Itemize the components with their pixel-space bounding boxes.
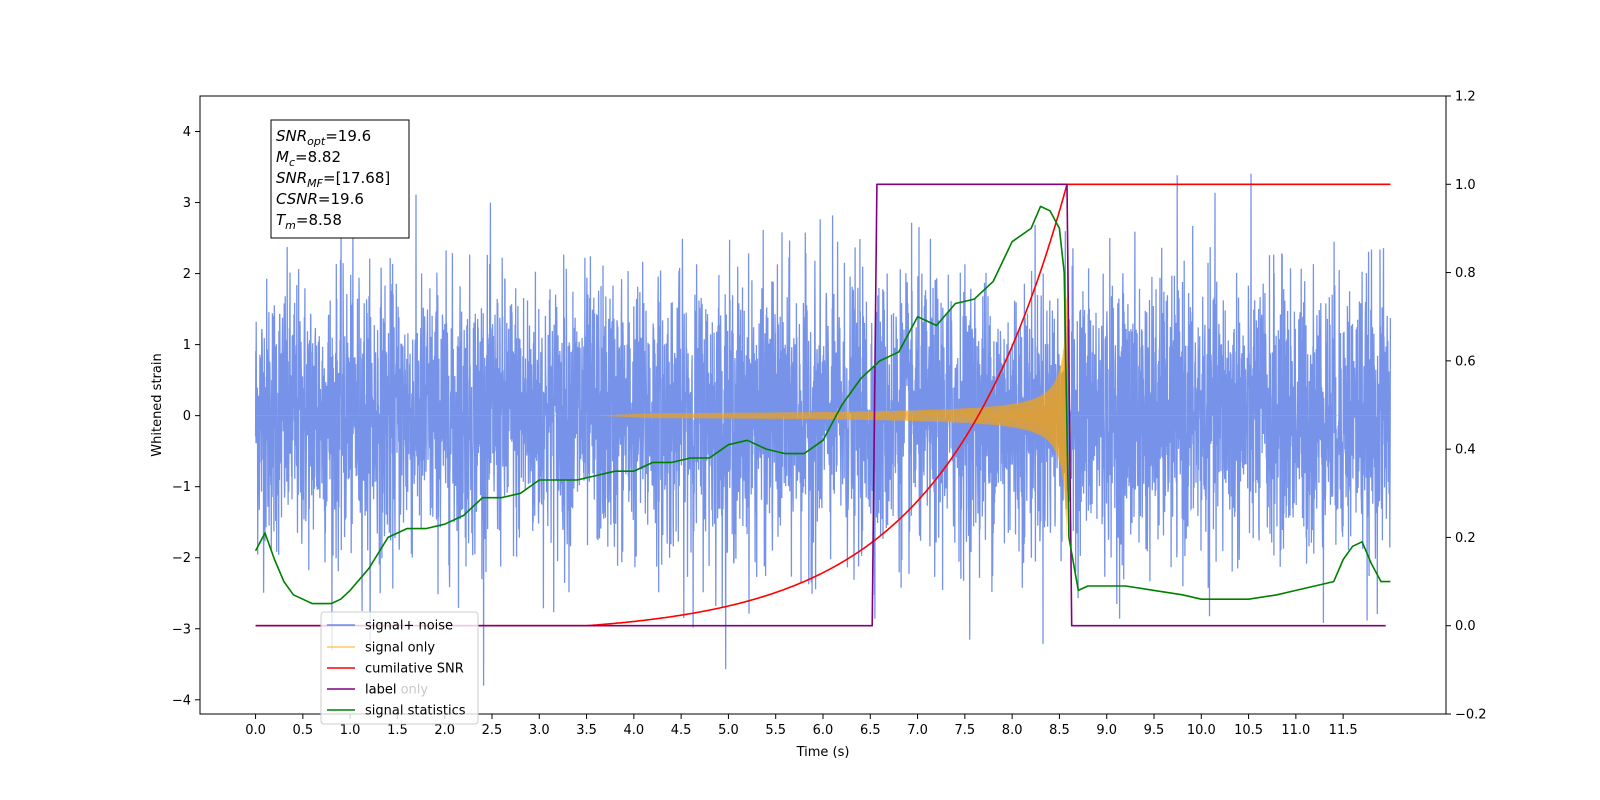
x-tick-label: 2.5 [482,723,503,738]
x-tick-label: 11.5 [1329,723,1358,738]
annotation-line: SNRopt=19.6 [276,127,371,148]
x-tick-label: 5.0 [718,723,739,738]
y-left-tick-label: 0 [183,409,191,424]
x-tick-label: 0.5 [293,723,314,738]
y-left-tick-label: −2 [172,551,191,566]
x-tick-label: 5.5 [765,723,786,738]
series-signal-only-line [255,298,1391,516]
legend-entry: cumilative SNR [365,662,464,677]
plot-area [254,173,1392,686]
y-right-tick-label: 1.2 [1455,90,1476,105]
x-tick-label: 7.5 [955,723,976,738]
x-tick-label: 1.5 [387,723,408,738]
legend: signal+ noise signal only cumilative SNR la… [320,611,479,725]
y-right-tick-label: 0.0 [1455,619,1476,634]
x-tick-label: 0.0 [245,723,266,738]
annotation-line: Mc=8.82 [276,148,341,169]
x-tick-label: 9.5 [1144,723,1165,738]
x-tick-label: 6.5 [860,723,881,738]
legend-entry: label only [365,683,428,698]
x-axis-label: Time (s) [796,745,850,760]
series-label-line [255,183,1386,627]
annotation-line: SNRMF=[17.68] [276,169,390,190]
x-tick-label: 4.5 [671,723,692,738]
y-left-tick-label: −1 [172,480,191,495]
y-left-tick-label: −4 [172,693,191,708]
x-tick-label: 8.5 [1049,723,1070,738]
annotation-box-frame [270,119,410,239]
x-tick-label: 8.0 [1002,723,1023,738]
y-right-tick-label: 0.6 [1455,354,1476,369]
y-left-tick-label: 2 [183,267,191,282]
x-tick-label: 11.0 [1281,723,1310,738]
series-cumulative-snr-line [255,183,1391,627]
y-right-tick-label: 0.8 [1455,266,1476,281]
y-axis-right: −0.2 0.0 0.2 0.4 0.6 0.8 1.0 1.2 [1446,90,1487,723]
y-right-tick-label: 0.2 [1455,531,1476,546]
legend-frame [320,611,479,725]
y-right-tick-label: −0.2 [1455,708,1487,723]
y-axis-label: Whitened strain [150,353,165,456]
x-tick-label: 3.0 [529,723,550,738]
y-left-tick-label: 4 [183,125,191,140]
series-signal-only-envelope [596,287,1067,544]
series-signal-statistics-line [254,205,1391,605]
legend-entry: signal only [365,641,435,656]
x-tick-label: 3.5 [576,723,597,738]
annotation-line: Tm=8.58 [276,211,342,232]
series-signal-noise-line [254,173,1392,686]
x-tick-label: 10.5 [1234,723,1263,738]
y-right-tick-label: 1.0 [1455,178,1476,193]
y-right-tick-label: 0.4 [1455,443,1476,458]
annotation-box: SNRopt=19.6Mc=8.82SNRMF=[17.68]CSNR=19.6… [270,119,410,239]
legend-entry: signal statistics [365,704,466,719]
x-tick-label: 7.0 [907,723,928,738]
y-left-tick-label: 3 [183,196,191,211]
x-tick-label: 10.0 [1187,723,1216,738]
legend-entry: signal+ noise [365,619,453,634]
x-axis: 0.0 0.5 1.0 1.5 2.0 2.5 3.0 3.5 4.0 4.5 5.0 5.5 6.0 6… [245,714,1358,738]
x-tick-label: 9.0 [1096,723,1117,738]
x-tick-label: 6.0 [813,723,834,738]
x-tick-label: 2.0 [434,723,455,738]
x-tick-label: 4.0 [624,723,645,738]
y-left-tick-label: 1 [183,338,191,353]
y-left-tick-label: −3 [172,622,191,637]
x-tick-label: 1.0 [340,723,361,738]
annotation-line: CSNR=19.6 [276,190,364,208]
y-axis-left: −4 −3 −2 −1 0 1 2 3 4 [172,125,200,708]
legend-entry: label [365,683,396,698]
